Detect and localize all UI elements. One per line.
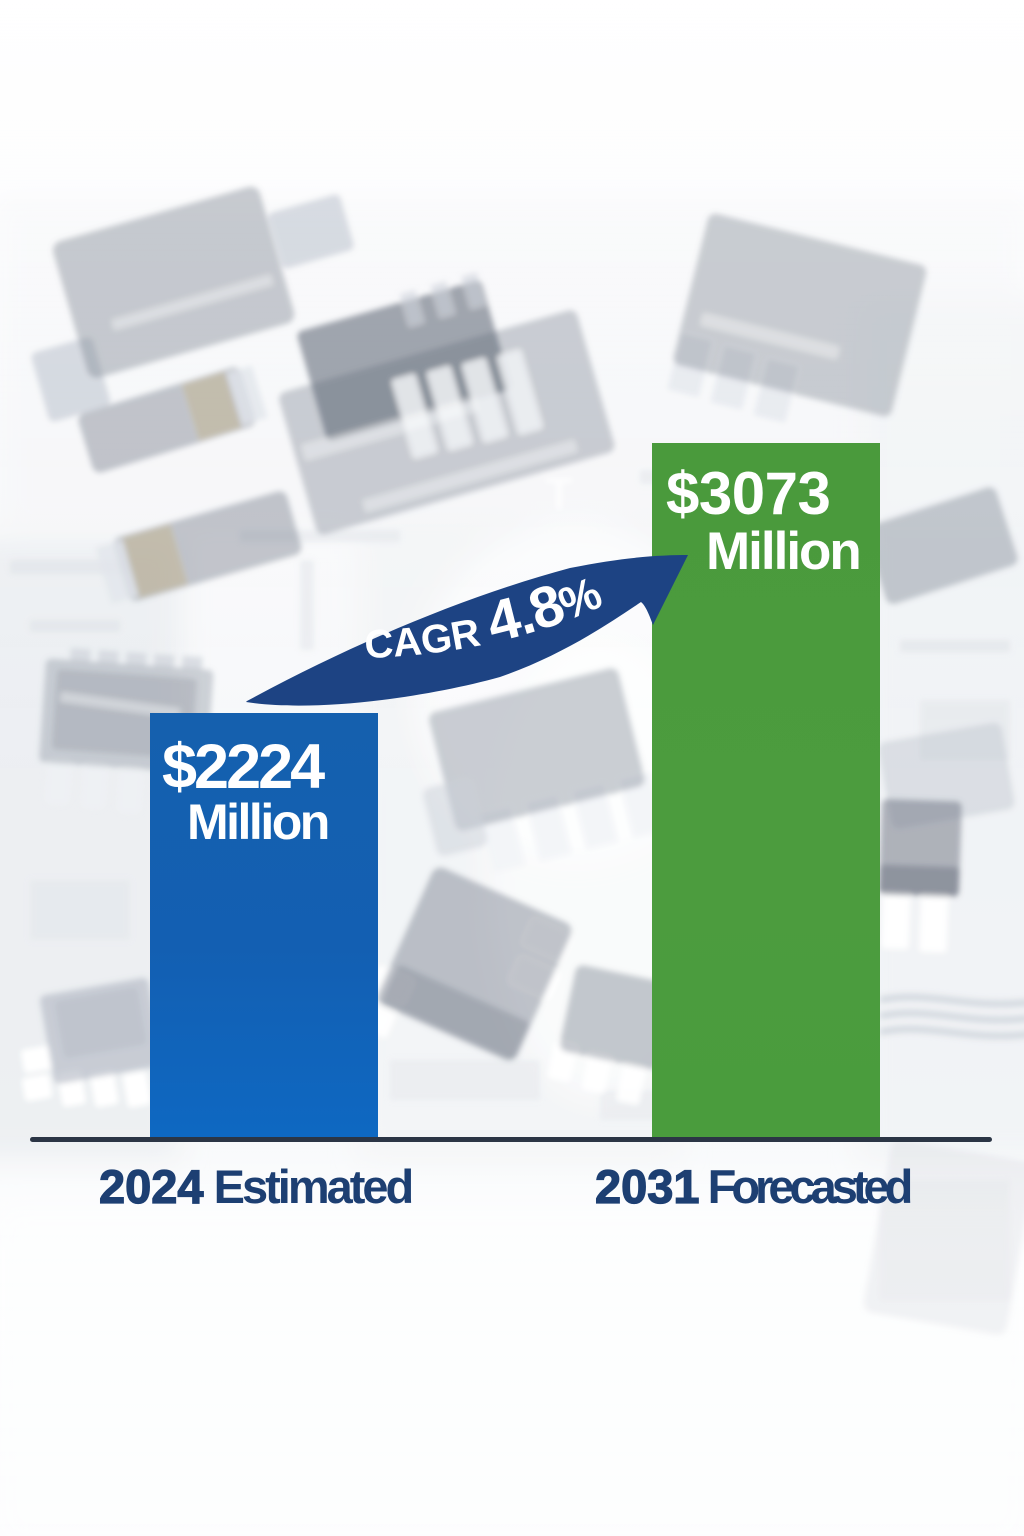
svg-text:T: T [545, 468, 573, 520]
svg-text:CAGR 4.8%: CAGR 4.8% [363, 566, 608, 667]
